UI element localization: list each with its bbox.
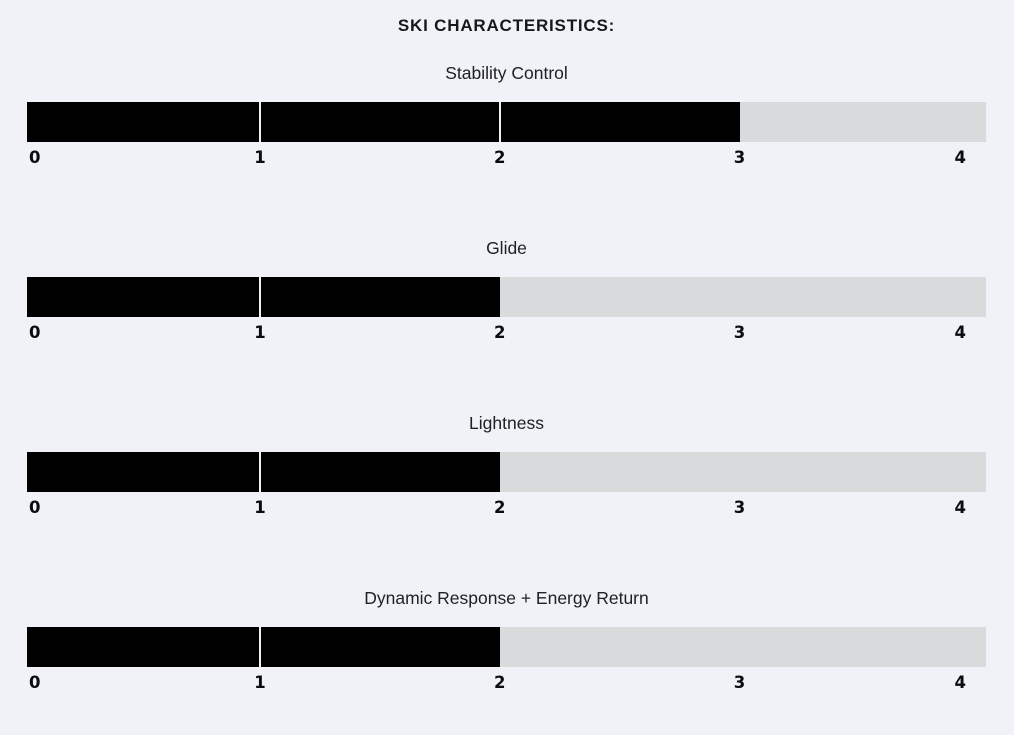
tick-label-4: 4 <box>954 323 966 342</box>
gauge-fill <box>27 452 500 492</box>
chart-title: SKI CHARACTERISTICS: <box>397 16 616 35</box>
metric-group-stability-control: Stability Control 0 1 2 3 4 <box>27 63 986 169</box>
gauge-bar <box>27 102 986 142</box>
gauge-fill <box>27 102 740 142</box>
segment-divider <box>498 102 501 142</box>
segment-divider <box>259 277 262 317</box>
tick-label-4: 4 <box>954 148 966 167</box>
scale-ticks: 0 1 2 3 4 <box>27 497 986 519</box>
metric-group-lightness: Lightness 0 1 2 3 4 <box>27 413 986 519</box>
tick-label-0: 0 <box>29 673 41 692</box>
tick-label-3: 3 <box>733 323 746 342</box>
tick-label-3: 3 <box>733 498 746 517</box>
tick-label-1: 1 <box>254 498 266 517</box>
tick-label-0: 0 <box>29 323 41 342</box>
gauge-bar <box>27 277 986 317</box>
tick-label-4: 4 <box>954 498 966 517</box>
gauge-bar <box>27 452 986 492</box>
segment-divider <box>259 627 262 667</box>
gauge-fill <box>27 627 500 667</box>
metric-label: Stability Control <box>445 63 568 83</box>
tick-label-2: 2 <box>494 498 506 517</box>
metric-group-dynamic-response: Dynamic Response + Energy Return 0 1 2 3… <box>27 588 986 694</box>
tick-label-2: 2 <box>494 323 506 342</box>
scale-ticks: 0 1 2 3 4 <box>27 147 986 169</box>
metric-label: Dynamic Response + Energy Return <box>364 588 649 608</box>
scale-ticks: 0 1 2 3 4 <box>27 672 986 694</box>
tick-label-2: 2 <box>494 673 506 692</box>
segment-divider <box>259 102 262 142</box>
segment-divider <box>259 452 262 492</box>
tick-label-0: 0 <box>29 148 41 167</box>
gauge-fill <box>27 277 500 317</box>
tick-label-1: 1 <box>254 673 266 692</box>
tick-label-3: 3 <box>733 673 746 692</box>
metric-label: Lightness <box>469 413 544 433</box>
tick-label-2: 2 <box>494 148 506 167</box>
tick-label-4: 4 <box>954 673 966 692</box>
metric-group-glide: Glide 0 1 2 3 4 <box>27 238 986 344</box>
tick-label-1: 1 <box>254 323 266 342</box>
tick-label-1: 1 <box>254 148 266 167</box>
metric-label: Glide <box>486 238 527 258</box>
scale-ticks: 0 1 2 3 4 <box>27 322 986 344</box>
tick-label-0: 0 <box>29 498 41 517</box>
tick-label-3: 3 <box>733 148 746 167</box>
gauge-bar <box>27 627 986 667</box>
